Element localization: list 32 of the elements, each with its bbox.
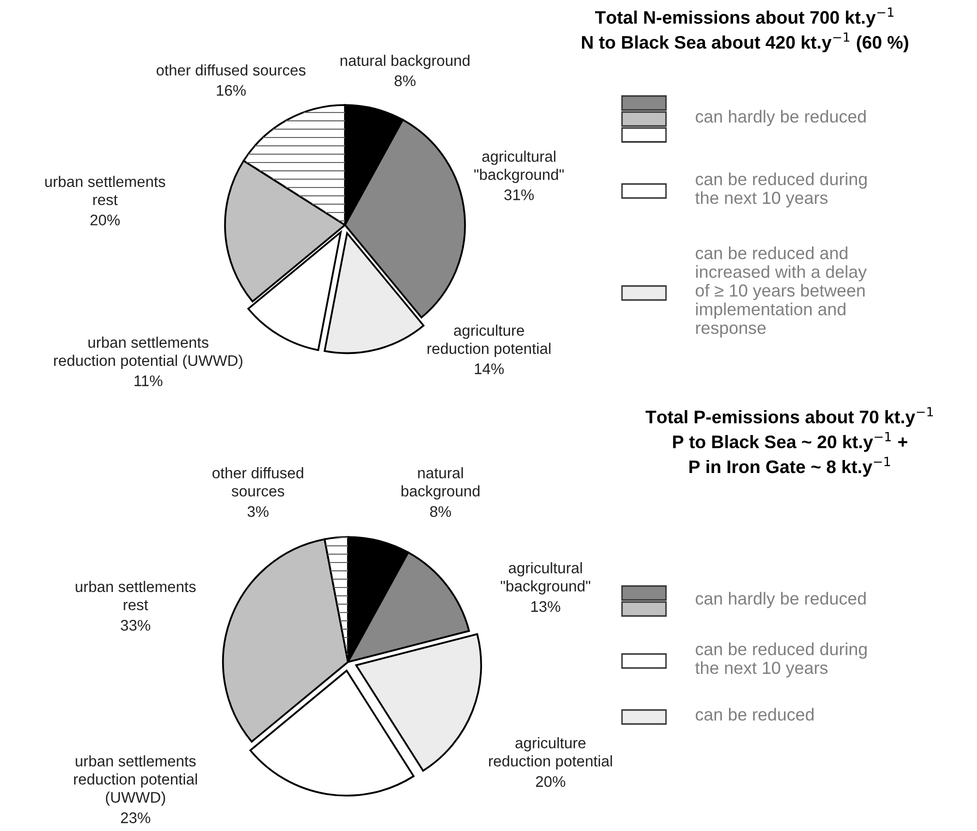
slice-label: agricultural "background" [500,562,590,594]
slice-label: other diffused sources [156,64,306,76]
slice-label: agricultural "background" [474,150,564,183]
data-label: 8% [394,75,416,86]
text: can be reduced [696,708,814,721]
text: can be reduced during the next 10 years [695,642,867,678]
data-label: 31% [504,189,534,200]
slice-label: natural background [340,54,470,69]
data-label: 33% [120,620,150,631]
slice-label: agriculture reduction potential [428,324,550,357]
slice-label: other diffused sources [212,467,304,496]
chart-title: Total N-emissions about 700 kt.y$^{−1}$ N to Black Sea about 420 kt.y$^{−1}$ (60 %) [582,8,908,52]
text: can be reduced during the next 10 years [695,172,867,208]
data-label: 20% [90,214,120,226]
data-label: 14% [474,363,504,374]
slice-label: urban settlements rest [45,176,166,206]
text: can hardly be reduced [696,592,866,608]
data-label: 8% [430,506,451,517]
chart-title: Total P-emissions about 70 kt.y$^{−1}$ P to Black Sea ~ 20 kt.y$^{−1}$ + P in Iron Gate ~ 8 kt.y$^{−1}$ [646,407,933,477]
slice-label: urban settlements reduction potential (UWWD) [74,755,197,806]
data-label: 13% [531,601,560,612]
data-label: 16% [216,85,246,96]
text: can be reduced and increased with a delay of ≥ 10 years between implementation and response [696,246,867,338]
data-label: 20% [536,776,566,787]
slice-label: agriculture reduction potential [489,737,612,770]
slice-label: urban settlements reduction potential (UWWD) [54,336,242,369]
text: can hardly be reduced [696,110,866,126]
slice-label: natural background [402,467,480,500]
data-label: 23% [120,812,150,824]
data-label: 11% [134,375,162,386]
slice-label: urban settlements rest [76,580,196,610]
data-label: 3% [248,506,268,517]
